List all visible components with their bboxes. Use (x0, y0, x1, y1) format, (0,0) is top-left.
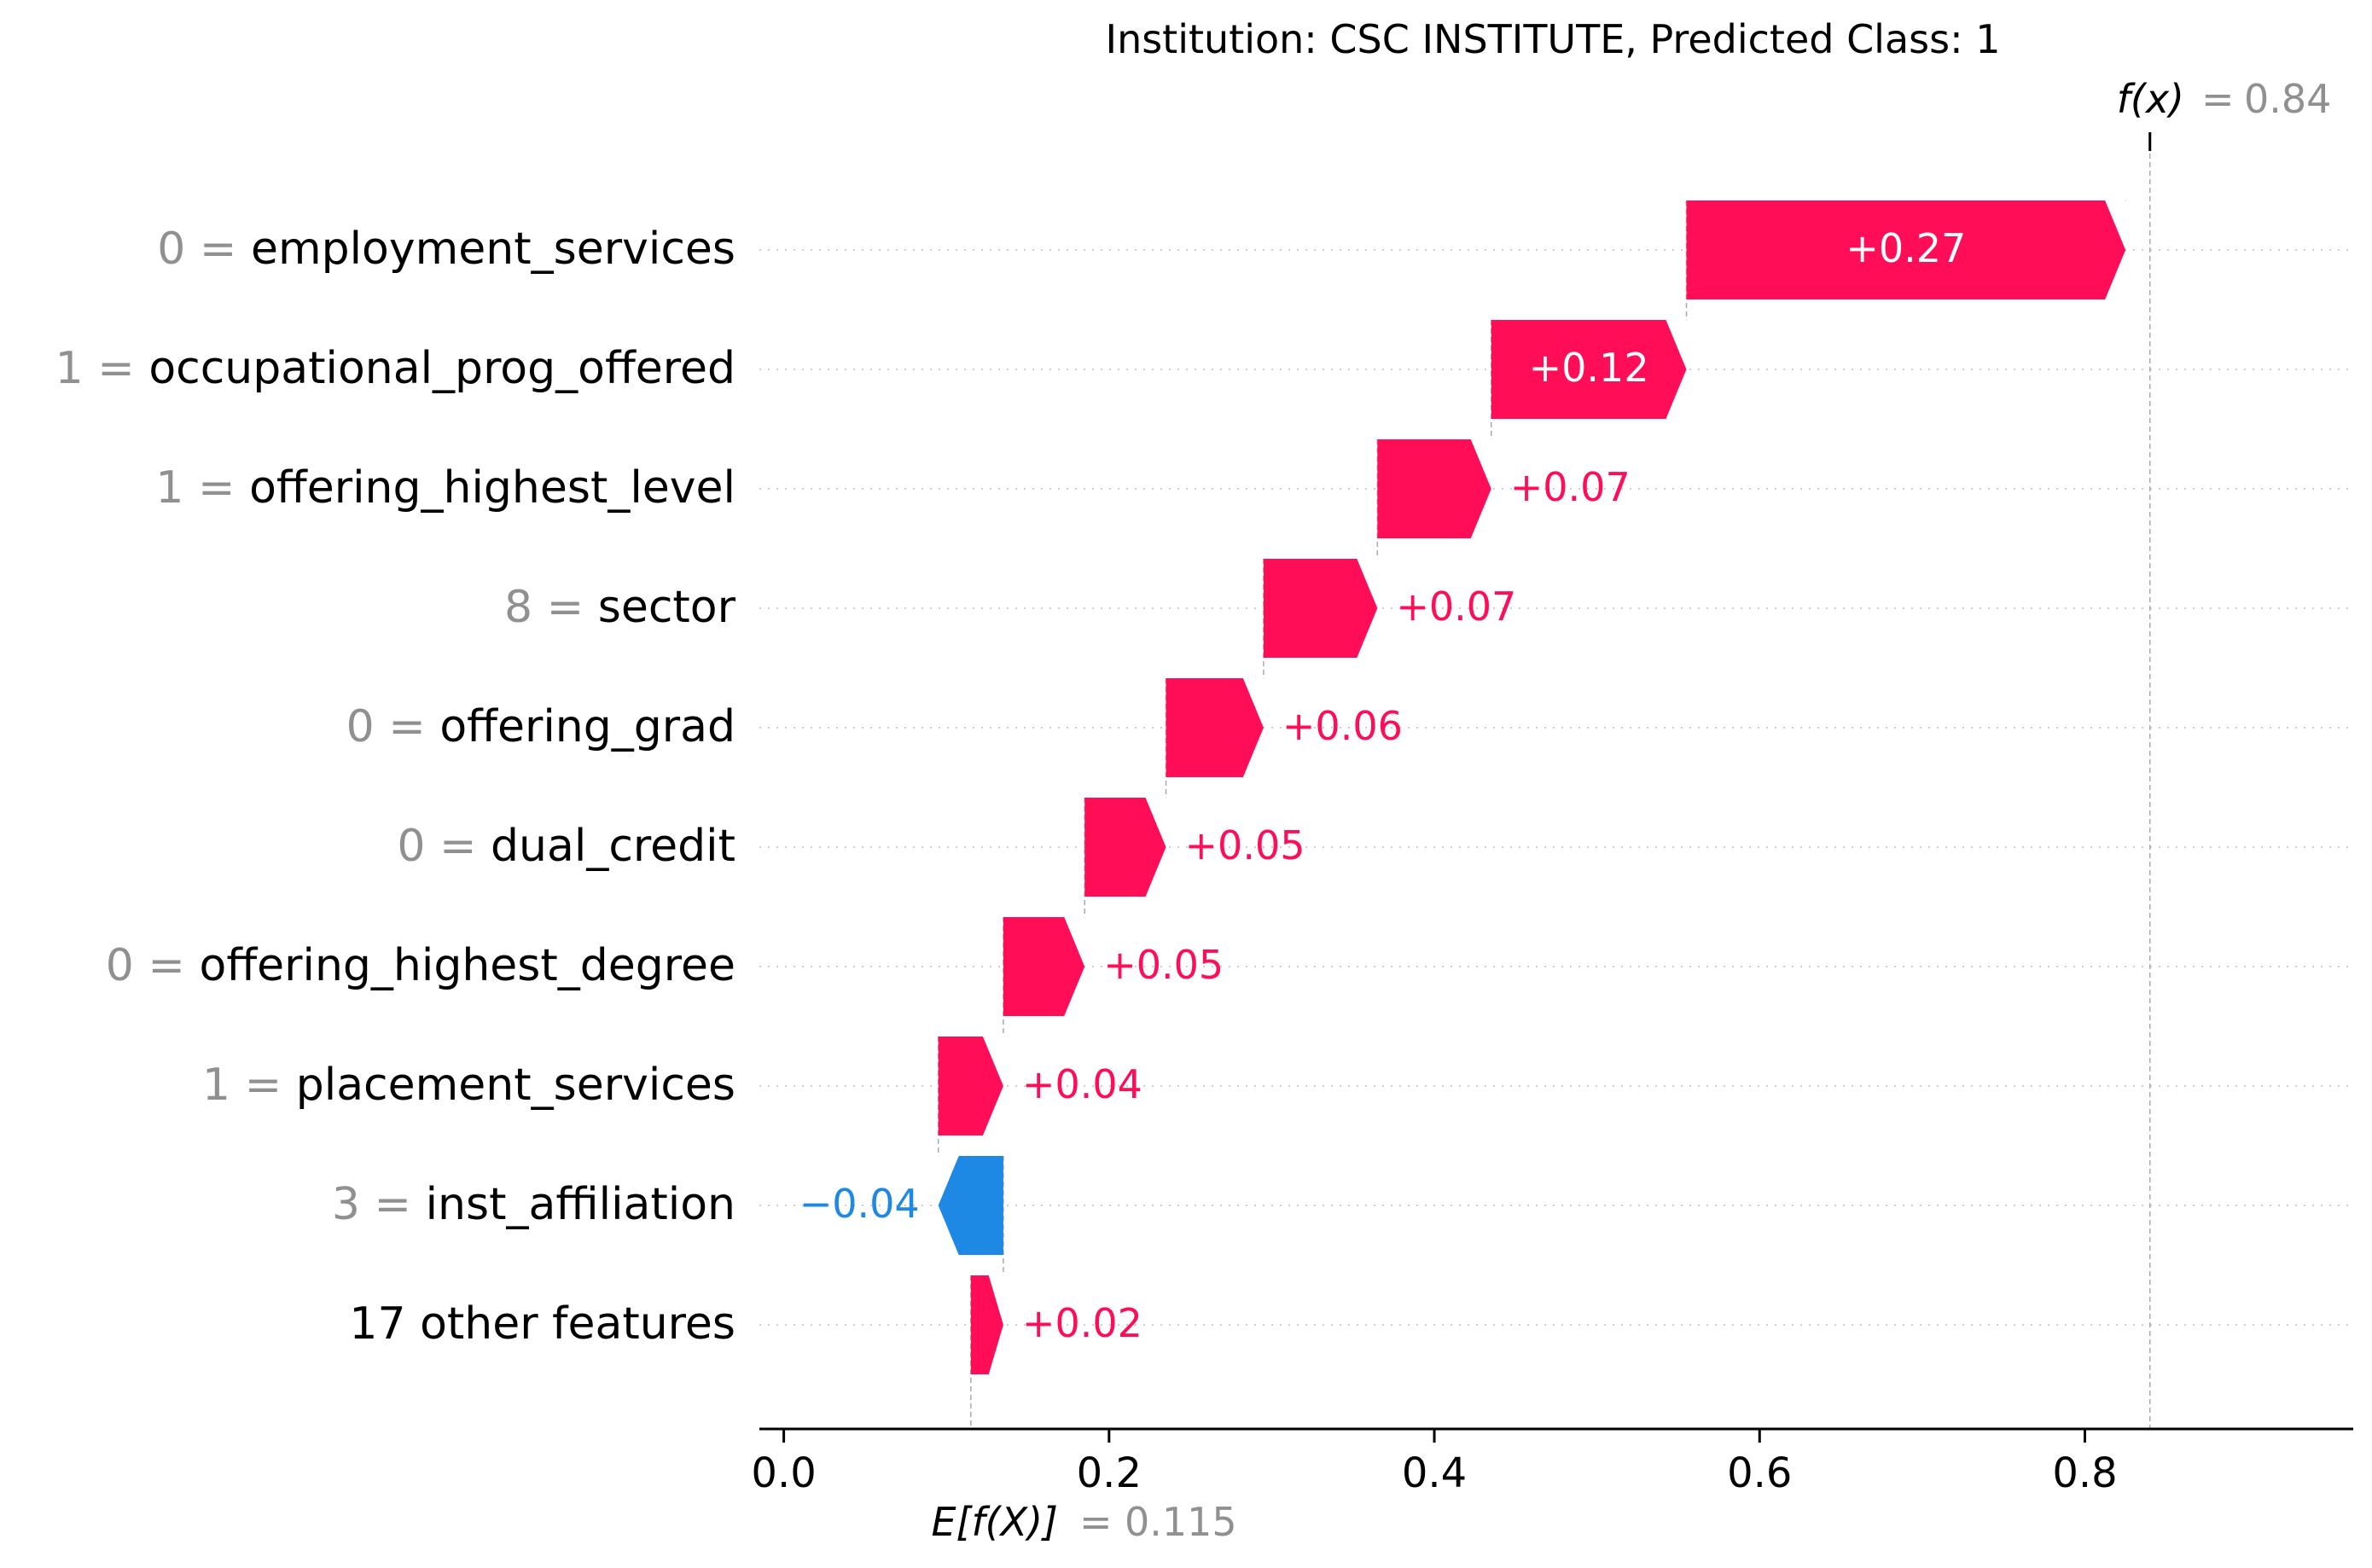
value-label-occupational-prog-offered: +0.12 (1529, 345, 1649, 391)
output-value-label: f(x) = 0.84 (2117, 76, 2332, 122)
value-label-17-other-features: +0.02 (1022, 1300, 1142, 1346)
feature-label-inst-affiliation: 3 = inst_affiliation (332, 1179, 735, 1230)
feature-label-offering-highest-degree: 0 = offering_highest_degree (106, 940, 735, 991)
feature-labels: 0 = employment_services 1 = occupational_… (55, 224, 736, 1350)
x-tick-label: 0.0 (751, 1449, 816, 1497)
x-tick-label: 0.6 (1727, 1449, 1792, 1497)
fx-value: 0.84 (2244, 76, 2331, 122)
feature-value: 0 = (106, 940, 200, 991)
value-label-offering-grad: +0.06 (1282, 703, 1403, 749)
feature-label-offering-grad: 0 = offering_grad (346, 701, 735, 752)
bar-offering-highest-degree (1003, 917, 1085, 1016)
feature-label-dual-credit: 0 = dual_credit (397, 821, 735, 872)
bar-17-other-features (970, 1275, 1003, 1374)
efx-value: 0.115 (1125, 1499, 1237, 1545)
bar-sector (1263, 559, 1378, 658)
value-label-sector: +0.07 (1396, 584, 1516, 630)
feature-label-placement-services: 1 = placement_services (202, 1060, 735, 1111)
bar-placement-services (938, 1037, 1003, 1135)
value-label-employment-services: +0.27 (1846, 225, 1966, 271)
feature-name: 17 other features (349, 1298, 735, 1350)
feature-label-sector: 8 = sector (504, 582, 736, 633)
feature-label-employment-services: 0 = employment_services (157, 224, 735, 275)
bar-dual-credit (1084, 798, 1166, 897)
feature-name: employment_services (251, 224, 735, 275)
feature-value: 0 = (346, 701, 440, 752)
efx-label-text: E[f(X)] (931, 1499, 1058, 1545)
value-label-inst-affiliation: −0.04 (799, 1181, 920, 1227)
feature-label-offering-highest-level: 1 = offering_highest_level (155, 462, 735, 514)
base-value-label: E[f(X)] = 0.115 (931, 1499, 1236, 1545)
feature-label-occupational-prog-offered: 1 = occupational_prog_offered (55, 343, 735, 394)
value-label-offering-highest-degree: +0.05 (1103, 942, 1224, 988)
bar-employment-services (1686, 200, 2126, 299)
feature-name: inst_affiliation (426, 1179, 735, 1230)
feature-name: placement_services (296, 1060, 735, 1111)
value-label-placement-services: +0.04 (1022, 1061, 1142, 1107)
feature-label-17-other-features: 17 other features (349, 1298, 735, 1350)
bar-occupational-prog-offered (1491, 320, 1687, 419)
feature-value: 8 = (504, 582, 598, 633)
feature-name: dual_credit (491, 821, 735, 872)
feature-name: offering_highest_level (249, 462, 735, 514)
bar-inst-affiliation (938, 1156, 1003, 1255)
x-axis-ticks: 0.0 0.2 0.4 0.6 0.8 (751, 1429, 2118, 1497)
feature-name: offering_grad (439, 701, 735, 752)
feature-value: 3 = (332, 1179, 426, 1230)
chart-title: Institution: CSC INSTITUTE, Predicted Cl… (1106, 16, 2001, 62)
fx-equals: = (2201, 76, 2235, 122)
feature-value: 1 = (202, 1060, 296, 1111)
x-tick-label: 0.2 (1077, 1449, 1142, 1497)
efx-equals: = (1079, 1499, 1113, 1545)
bar-offering-grad (1166, 678, 1264, 777)
feature-name: offering_highest_degree (200, 940, 736, 991)
value-label-offering-highest-level: +0.07 (1510, 464, 1631, 510)
x-tick-label: 0.4 (1402, 1449, 1467, 1497)
x-tick-label: 0.8 (2052, 1449, 2117, 1497)
value-label-dual-credit: +0.05 (1185, 822, 1305, 868)
feature-value: 0 = (157, 224, 251, 275)
fx-label-text: f(x) (2117, 76, 2184, 122)
bar-offering-highest-level (1377, 439, 1491, 538)
feature-value: 1 = (155, 462, 249, 514)
feature-value: 1 = (55, 343, 149, 394)
bars: +0.27 +0.12 +0.07 +0.07 +0.06 +0.05 +0.05 +0.04… (799, 200, 2126, 1374)
feature-value: 0 = (397, 821, 491, 872)
feature-name: occupational_prog_offered (148, 343, 735, 394)
feature-name: sector (598, 582, 736, 633)
